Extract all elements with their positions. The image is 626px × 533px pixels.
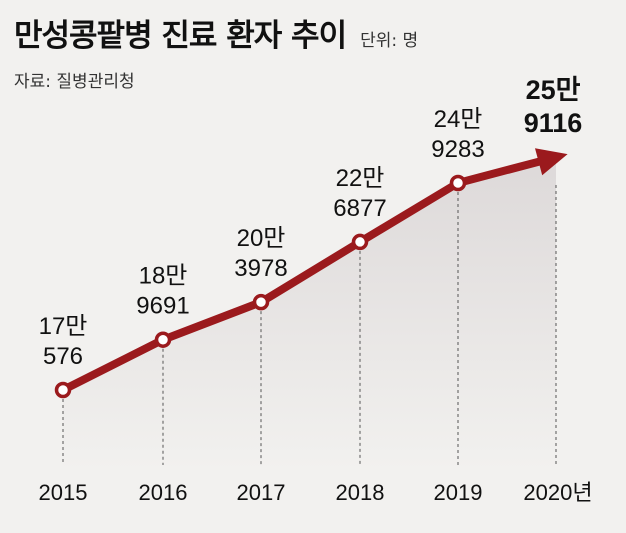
- x-tick-label-2018: 2018: [336, 480, 385, 505]
- x-tick-label-2017: 2017: [237, 480, 286, 505]
- data-label-2017: 20만 3978: [234, 225, 287, 282]
- x-tick-label-2016: 2016: [139, 480, 188, 505]
- point-marker-2016: [154, 331, 172, 348]
- data-label-2018: 22만 6877: [333, 165, 386, 222]
- chart-title: 만성콩팥병 진료 환자 추이: [14, 18, 347, 54]
- point-marker-2017: [252, 293, 270, 311]
- chart-header: 만성콩팥병 진료 환자 추이 단위: 명 자료: 질병관리청: [14, 10, 614, 92]
- unit-label: 단위: 명: [360, 31, 419, 51]
- title-row: 만성콩팥병 진료 환자 추이 단위: 명: [14, 10, 614, 55]
- x-tick-label-2020년: 2020년: [523, 480, 592, 505]
- x-tick-label-2015: 2015: [39, 480, 88, 505]
- arrow-head-icon: [535, 148, 568, 176]
- point-marker-2019: [449, 174, 467, 192]
- data-label-2016: 18만 9691: [136, 263, 189, 320]
- source-label: 자료: 질병관리청: [14, 72, 135, 92]
- x-tick-label-2019: 2019: [434, 480, 483, 505]
- area-fill: [63, 157, 556, 470]
- point-marker-2018: [351, 233, 369, 251]
- point-marker-2015: [54, 381, 72, 399]
- data-label-2020년: 25만 9116: [524, 75, 583, 138]
- data-label-2019: 24만 9283: [431, 106, 484, 163]
- series-line: [59, 156, 547, 394]
- data-label-2015: 17만 576: [39, 313, 88, 370]
